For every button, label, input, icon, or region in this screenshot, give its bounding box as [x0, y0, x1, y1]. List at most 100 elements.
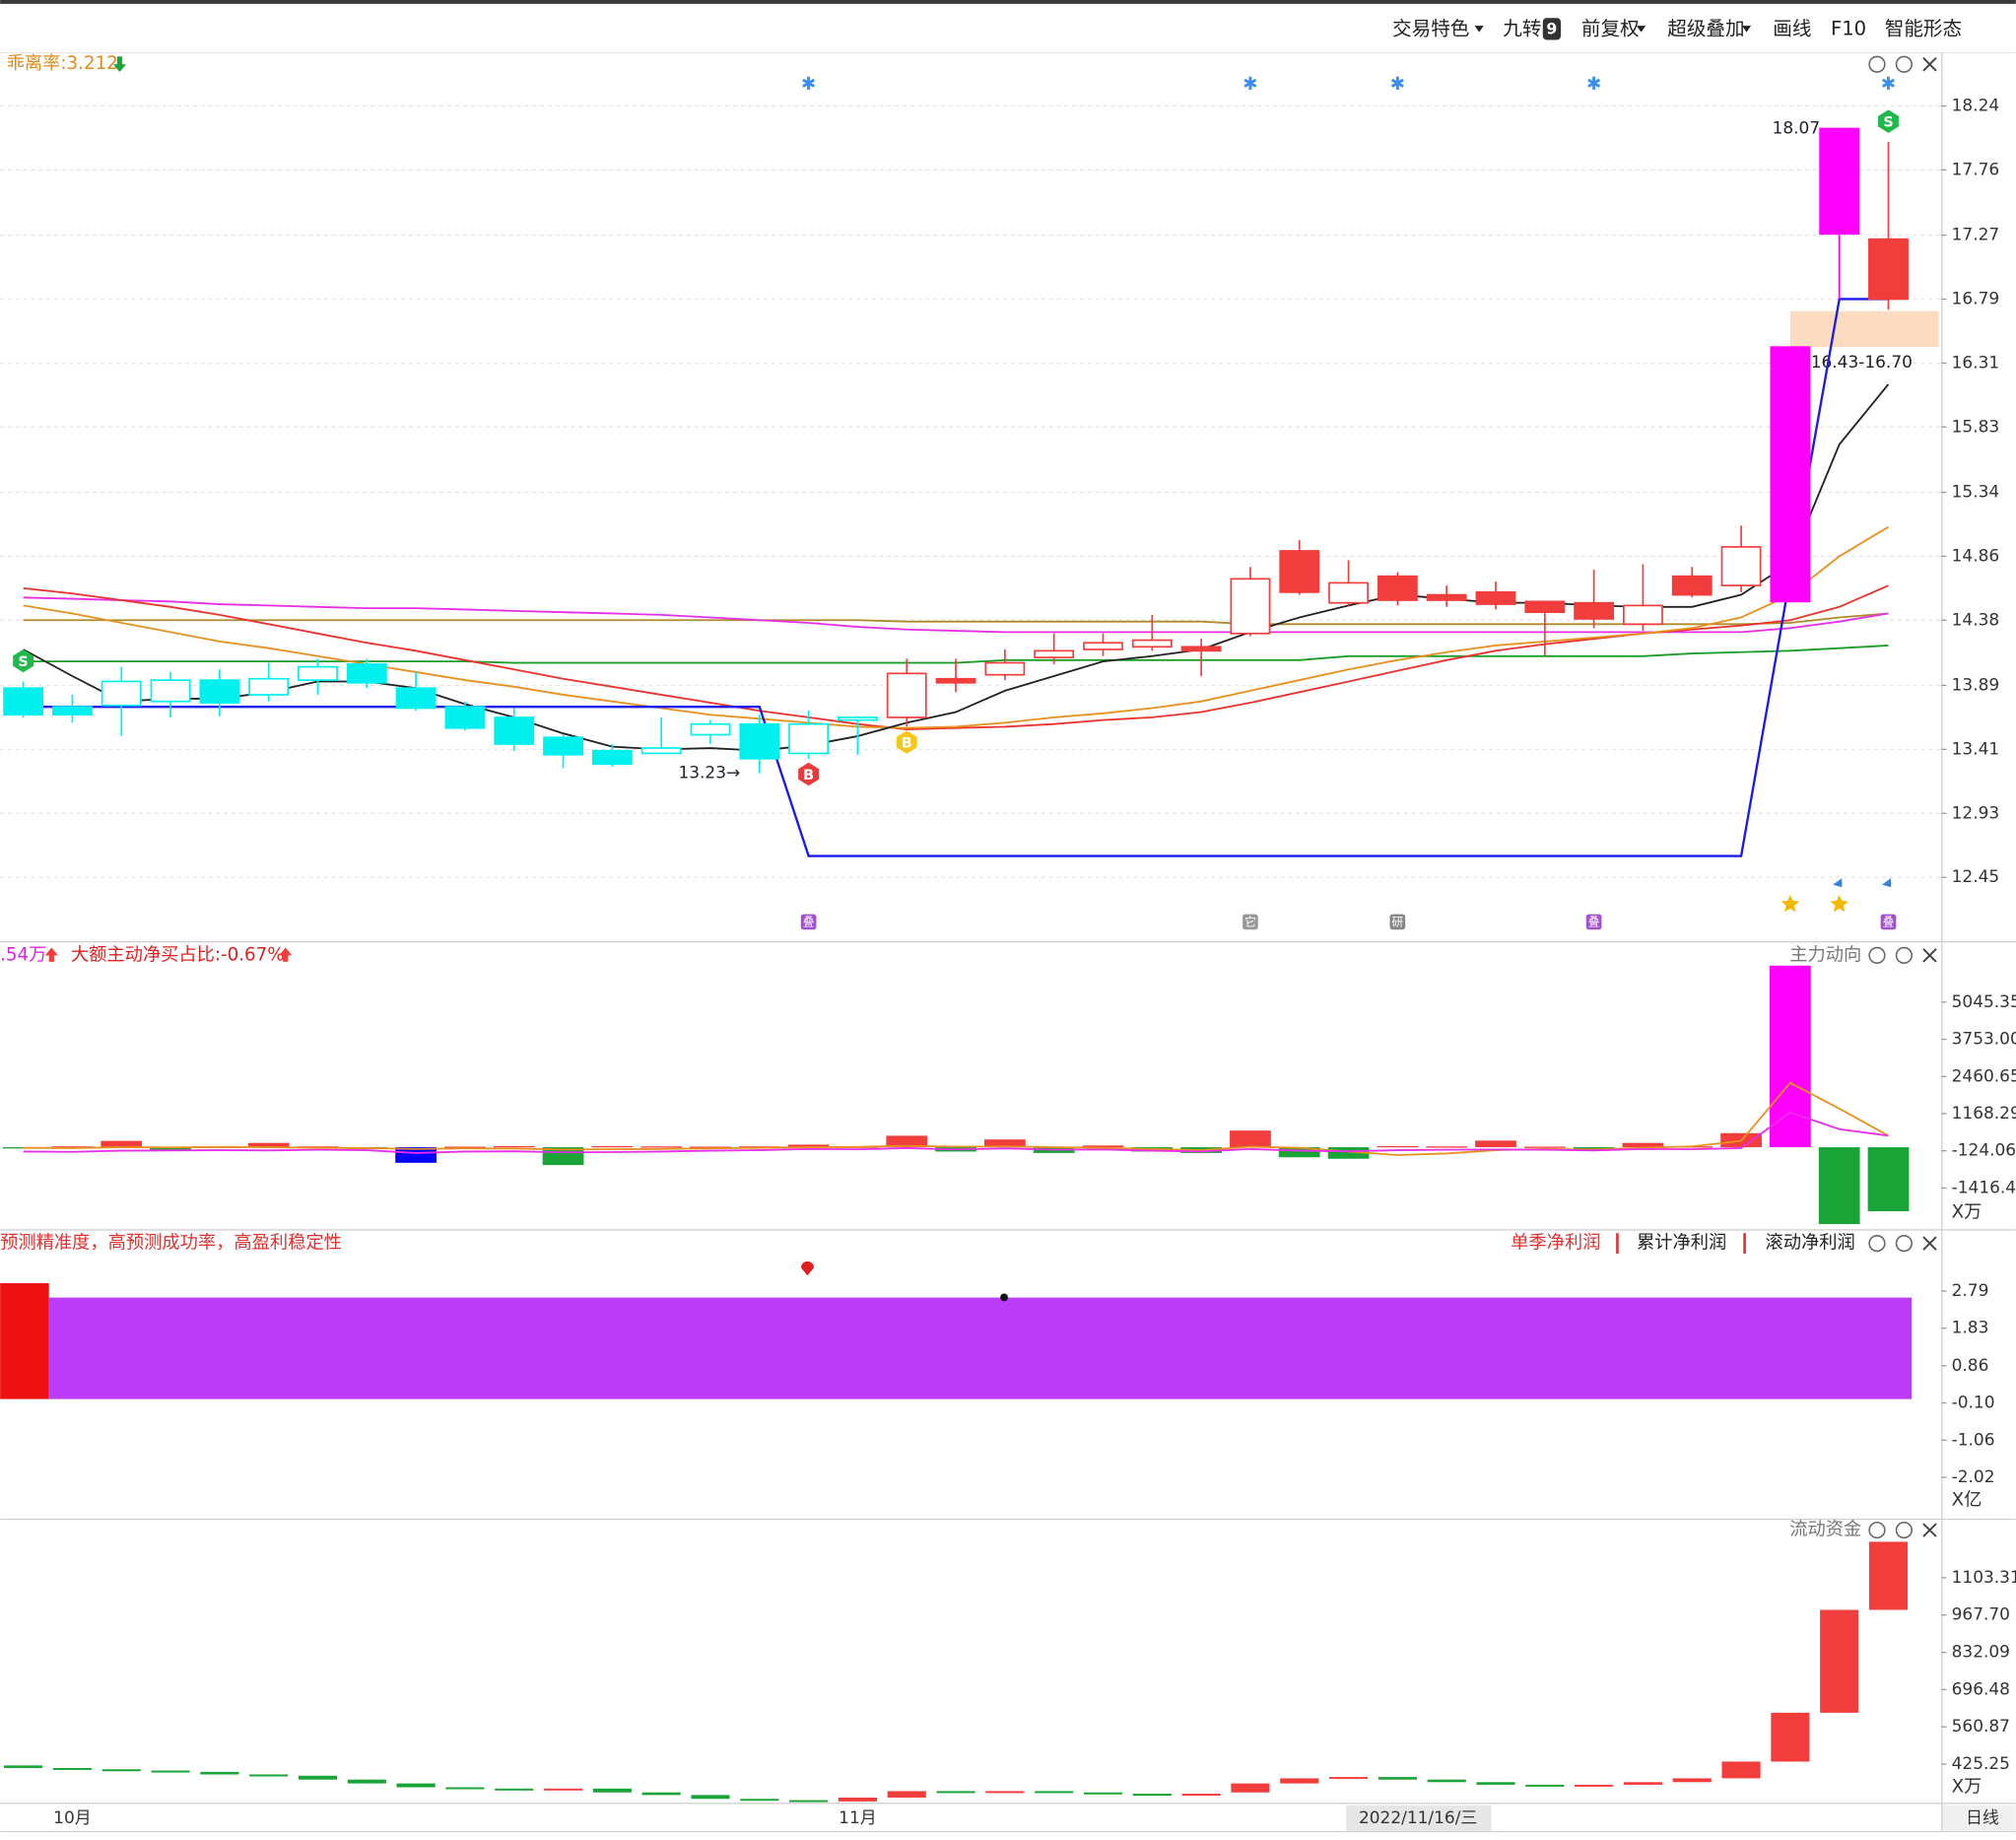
toolbar-item[interactable]: 前复权	[1581, 18, 1640, 40]
candle-body	[101, 680, 142, 707]
candle-body	[739, 722, 780, 760]
y-tick-label: 16.79	[1952, 289, 2000, 308]
candle-body	[1131, 639, 1173, 648]
flow-bar	[1721, 1761, 1761, 1779]
y-tick-label: -1.06	[1952, 1429, 1995, 1449]
candle-body	[1623, 604, 1663, 626]
flow-bar	[4, 1765, 43, 1768]
toolbar-item[interactable]: 智能形态	[1885, 18, 1962, 40]
timeframe[interactable]: 日线	[1966, 1807, 1999, 1827]
event-icon[interactable]: 研	[1391, 916, 1403, 929]
ma-line	[23, 596, 1889, 634]
y-tick-label: 12.45	[1952, 866, 2000, 886]
report-dot	[1000, 1293, 1008, 1302]
panel-icon[interactable]	[1868, 1521, 1886, 1539]
panel-icon[interactable]	[1895, 55, 1913, 73]
panel-icon[interactable]	[1868, 1235, 1886, 1253]
bar	[1818, 1147, 1860, 1225]
candle-body	[52, 706, 93, 716]
candle-body	[248, 677, 290, 696]
x-tick-label: 10月	[53, 1807, 92, 1827]
candle-body	[640, 747, 682, 755]
toolbar-item[interactable]: 画线	[1773, 18, 1811, 40]
flow-bar	[740, 1799, 779, 1802]
candle-body	[494, 716, 535, 745]
bar	[150, 1147, 191, 1150]
bar	[1230, 1130, 1271, 1148]
panel-icon[interactable]	[1895, 1521, 1913, 1539]
close-icon[interactable]	[1922, 948, 1937, 963]
flow-bar	[1623, 1782, 1663, 1785]
panel-icon[interactable]	[1868, 946, 1886, 964]
plot-area: 18.24 17.76 17.27 16.79 16.31 15.83 15.34 14.86…	[0, 55, 2016, 1827]
close-icon[interactable]	[1922, 1236, 1937, 1251]
candle-body	[1671, 575, 1713, 596]
panel-title: 主力动向	[1789, 944, 1861, 965]
flow-bar	[1868, 1541, 1909, 1610]
event-icon[interactable]: 叠	[1588, 916, 1600, 929]
dropdown-caret	[1474, 26, 1484, 33]
toolbar-item[interactable]: F10	[1831, 18, 1866, 40]
legend-item[interactable]: 单季净利润	[1511, 1233, 1600, 1254]
y-tick-label: 14.86	[1952, 545, 2000, 565]
star-icon	[1781, 895, 1800, 913]
top-strip	[0, 0, 2016, 4]
signal-badge	[13, 648, 34, 673]
close-icon[interactable]	[1922, 1523, 1937, 1537]
flow-bar	[396, 1783, 436, 1788]
y-tick-label: 2460.65	[1952, 1065, 2016, 1085]
bar	[247, 1142, 290, 1148]
flow-bar	[887, 1791, 926, 1798]
candle-body	[1524, 600, 1566, 614]
bar	[101, 1140, 143, 1148]
event-box[interactable]	[1880, 914, 1897, 930]
flow-bar	[936, 1791, 975, 1794]
panel-icon[interactable]	[1895, 946, 1913, 964]
toolbar-item[interactable]: 交易特色	[1392, 18, 1469, 40]
flow-bar	[347, 1779, 386, 1784]
y-tick-label: 13.89	[1952, 675, 2000, 695]
event-icon[interactable]: 叠	[803, 916, 815, 929]
panel-icon[interactable]	[1868, 55, 1886, 73]
unit-label: X万	[1952, 1777, 1982, 1798]
bar	[787, 1144, 830, 1148]
down-arrow	[112, 56, 126, 73]
candle-body	[1328, 581, 1369, 604]
event-box[interactable]	[800, 914, 817, 930]
event-icon[interactable]: 它	[1244, 916, 1256, 929]
star-icon	[1830, 895, 1848, 913]
event-box[interactable]	[1585, 914, 1602, 930]
y-tick-label: 3753.00	[1952, 1029, 2016, 1049]
flow-bar	[1280, 1778, 1319, 1784]
candle-body	[1180, 646, 1222, 652]
y-tick-label: 1168.29	[1952, 1103, 2016, 1123]
bar	[1622, 1142, 1664, 1148]
y-tick-label: 18.24	[1952, 96, 2000, 115]
signal-badge	[896, 730, 917, 754]
flag-icon	[1833, 878, 1843, 888]
flow-bar	[1427, 1779, 1466, 1783]
event-box[interactable]	[1389, 914, 1406, 930]
flow-bar	[1672, 1778, 1712, 1783]
candle-body	[1230, 578, 1271, 635]
legend-item[interactable]: 滚动净利润	[1765, 1233, 1854, 1254]
event-icon[interactable]: 叠	[1883, 916, 1895, 929]
close-icon[interactable]	[1922, 57, 1937, 72]
flow-bar	[1083, 1792, 1123, 1795]
bar	[640, 1146, 683, 1148]
toolbar-item[interactable]: 九转	[1503, 18, 1541, 40]
indicator-label: 乖离率:3.212	[7, 53, 118, 74]
toolbar-item[interactable]: 超级叠加	[1667, 18, 1744, 40]
y-tick-label: 967.70	[1952, 1604, 2010, 1624]
y-tick-label: -0.10	[1952, 1393, 1995, 1412]
legend-item[interactable]: 累计净利润	[1637, 1233, 1726, 1254]
panel-icon[interactable]	[1895, 1235, 1913, 1253]
signal-label: S	[18, 654, 28, 670]
ma-line	[23, 584, 1889, 731]
dropdown-caret	[1741, 26, 1752, 33]
indicator-line	[23, 1111, 1889, 1154]
bar	[1523, 1146, 1566, 1148]
event-star: ✱	[1881, 74, 1896, 95]
candle-body	[935, 677, 976, 684]
event-box[interactable]	[1243, 914, 1258, 930]
